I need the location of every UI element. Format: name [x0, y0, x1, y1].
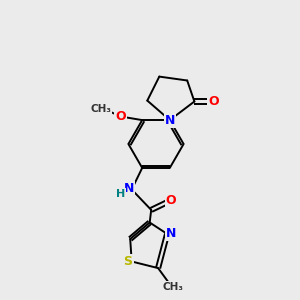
Text: S: S	[124, 255, 133, 268]
Text: N: N	[165, 114, 175, 127]
Text: O: O	[166, 194, 176, 207]
Text: H: H	[116, 189, 125, 199]
Text: CH₃: CH₃	[90, 104, 111, 114]
Text: O: O	[115, 110, 126, 123]
Text: N: N	[166, 227, 176, 240]
Text: O: O	[208, 95, 219, 108]
Text: CH₃: CH₃	[163, 282, 184, 292]
Text: N: N	[124, 182, 134, 194]
